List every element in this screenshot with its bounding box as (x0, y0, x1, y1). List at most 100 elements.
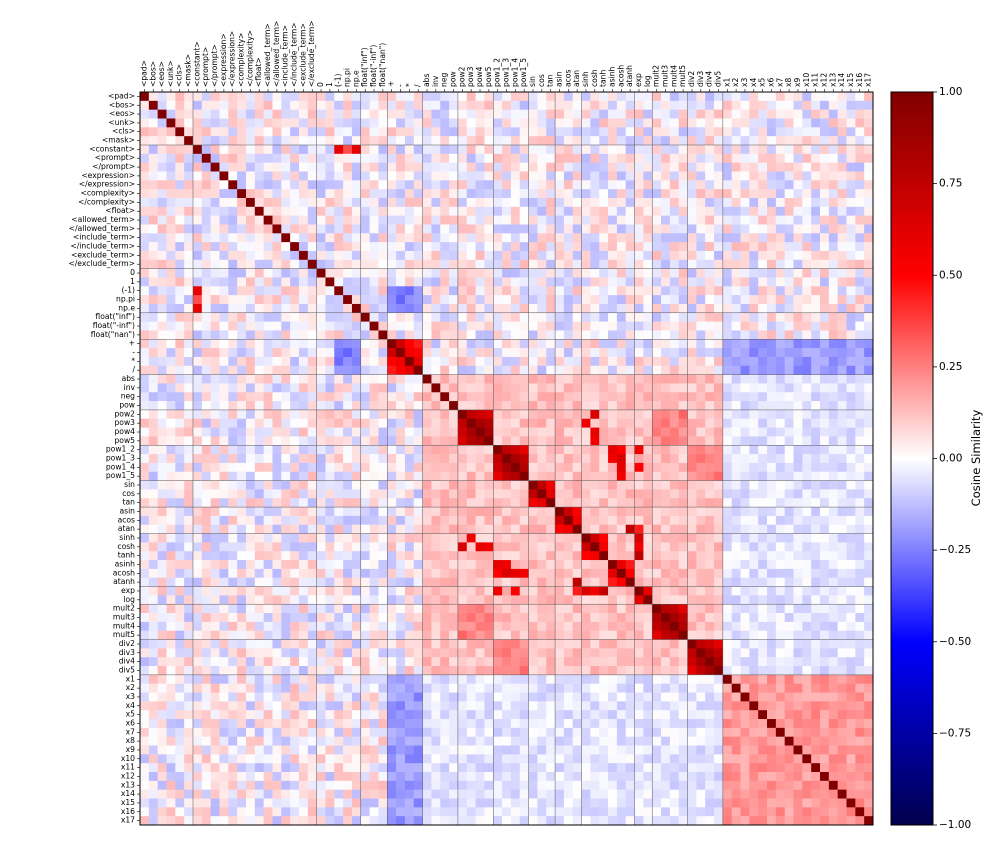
heatmap-cell (828, 215, 839, 225)
heatmap-cell (431, 374, 441, 384)
heatmap-cell (652, 233, 662, 243)
heatmap-cell (475, 136, 485, 146)
heatmap-cell (767, 224, 777, 234)
heatmap-cell (192, 162, 203, 172)
heatmap-cell (749, 586, 759, 596)
heatmap-cell (166, 118, 176, 128)
heatmap-cell (369, 365, 379, 375)
heatmap-cell (599, 462, 609, 473)
heatmap-cell (793, 144, 803, 155)
heatmap-cell (334, 92, 344, 102)
heatmap-cell (581, 277, 591, 287)
heatmap-cell (714, 348, 724, 358)
heatmap-cell (652, 136, 662, 146)
heatmap-cell (148, 197, 159, 208)
heatmap-cell (634, 436, 644, 446)
heatmap-cell (175, 392, 185, 402)
heatmap-cell (775, 533, 786, 543)
heatmap-cell (793, 542, 803, 552)
heatmap-cell (740, 136, 750, 146)
heatmap-cell (404, 206, 415, 216)
heatmap-cell (307, 92, 317, 102)
heatmap-cell (201, 515, 211, 526)
heatmap-cell (652, 180, 662, 190)
heatmap-cell (334, 568, 344, 579)
heatmap-cell (740, 436, 750, 446)
heatmap-cell (263, 136, 273, 146)
heatmap-cell (687, 233, 697, 243)
heatmap-cell (581, 189, 591, 199)
heatmap-cell (696, 339, 706, 349)
heatmap-cell (802, 268, 812, 278)
heatmap-cell (722, 542, 733, 552)
heatmap-cell (687, 542, 697, 552)
heatmap-cell (864, 436, 874, 446)
heatmap-cell (457, 507, 468, 517)
heatmap-cell (846, 604, 856, 614)
heatmap-cell (219, 127, 229, 137)
heatmap-cell (254, 462, 264, 473)
heatmap-cell (687, 268, 697, 278)
heatmap-cell (696, 613, 706, 623)
heatmap-cell (157, 321, 167, 331)
heatmap-cell (820, 162, 830, 172)
heatmap-cell (290, 233, 300, 243)
heatmap-cell (696, 401, 706, 411)
heatmap-cell (828, 551, 839, 561)
heatmap-cell (254, 436, 264, 446)
heatmap-cell (599, 330, 609, 340)
heatmap-cell (457, 259, 468, 269)
heatmap-cell (855, 374, 865, 384)
heatmap-cell (307, 454, 317, 464)
heatmap-cell (581, 242, 591, 252)
heatmap-cell (775, 524, 786, 534)
heatmap-cell (184, 507, 194, 517)
heatmap-cell (625, 136, 635, 146)
heatmap-cell (793, 242, 803, 252)
heatmap-cell (449, 286, 459, 296)
heatmap-cell (325, 144, 335, 155)
heatmap-cell (846, 136, 856, 146)
heatmap-cell (837, 498, 847, 508)
heatmap-cell (343, 586, 353, 596)
heatmap-cell (846, 471, 856, 481)
heatmap-cell (669, 551, 680, 561)
heatmap-cell (449, 471, 459, 481)
heatmap-cell (281, 480, 291, 490)
heatmap-cell (828, 489, 839, 499)
heatmap-cell (572, 515, 582, 526)
heatmap-cell (864, 427, 874, 437)
heatmap-cell (281, 348, 291, 358)
heatmap-cell (634, 233, 644, 243)
heatmap-cell (510, 365, 521, 375)
heatmap-cell (237, 542, 247, 552)
heatmap-cell (599, 498, 609, 508)
heatmap-cell (369, 613, 379, 623)
heatmap-cell (828, 427, 839, 437)
heatmap-cell (581, 224, 591, 234)
heatmap-cell (749, 454, 759, 464)
heatmap-cell (563, 542, 574, 552)
heatmap-cell (316, 515, 326, 526)
heatmap-cell (714, 277, 724, 287)
heatmap-cell (369, 312, 379, 322)
heatmap-cell (722, 242, 733, 252)
heatmap-cell (599, 171, 609, 181)
heatmap-cell (210, 621, 220, 632)
heatmap-cell (484, 197, 494, 208)
heatmap-cell (581, 100, 591, 111)
heatmap-cell (254, 374, 264, 384)
heatmap-cell (440, 348, 450, 358)
heatmap-cell (166, 445, 176, 455)
heatmap-cell (625, 303, 635, 314)
heatmap-cell (457, 595, 468, 605)
heatmap-cell (616, 560, 627, 570)
heatmap-cell (731, 127, 741, 137)
heatmap-cell (210, 136, 220, 146)
heatmap-cell (572, 109, 582, 119)
heatmap-cell (307, 189, 317, 199)
heatmap-cell (466, 242, 476, 252)
heatmap-cell (237, 197, 247, 208)
heatmap-cell (484, 586, 494, 596)
heatmap-cell (811, 295, 821, 305)
